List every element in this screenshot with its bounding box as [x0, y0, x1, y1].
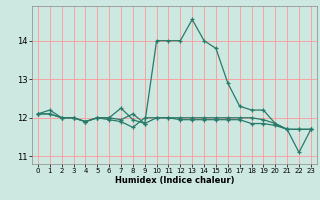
X-axis label: Humidex (Indice chaleur): Humidex (Indice chaleur): [115, 176, 234, 185]
